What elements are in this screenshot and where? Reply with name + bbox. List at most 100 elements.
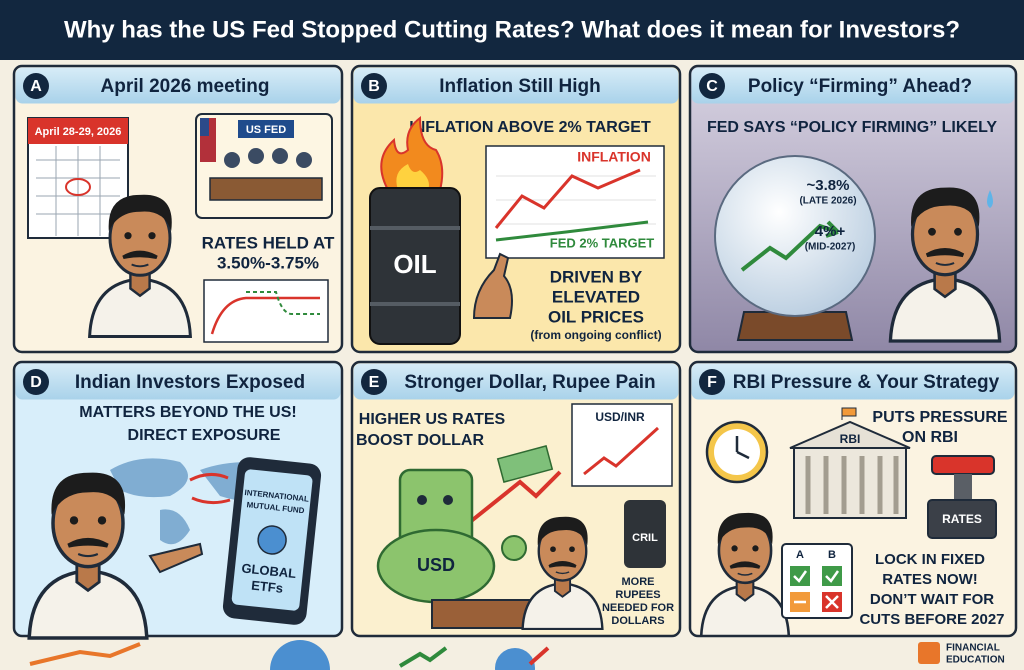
fed-sign (238, 120, 294, 138)
panel-title: RBI Pressure & Your Strategy (733, 372, 1000, 393)
panel-badge (699, 73, 725, 99)
panel-headline: BOOST DOLLAR (356, 432, 484, 449)
footer-decoration: FINANCIAL EDUCATION (29, 640, 1005, 670)
calendar-date: April 28-29, 2026 (35, 126, 122, 138)
caption-line: RATES NOW! (882, 571, 978, 588)
caption-line: 3.50%-3.75% (217, 253, 319, 272)
panel-a: A April 2026 meeting April 28-29, 2026 U… (12, 64, 344, 354)
series-label: FED 2% TARGET (550, 235, 655, 250)
panel-title: Policy “Firming” Ahead? (748, 76, 972, 97)
eye (443, 495, 453, 505)
caption-line: RUPEES (615, 589, 660, 601)
officials (224, 148, 312, 168)
forecast-when: (MID-2027) (805, 242, 856, 253)
calendar-circle (65, 178, 91, 196)
meeting-table (209, 177, 323, 201)
barrel-label: OIL (393, 249, 436, 279)
fx-line (583, 426, 660, 476)
panel-headline: INFLATION ABOVE 2% TARGET (409, 119, 651, 136)
dollar-bill (496, 445, 554, 483)
panel-letter: E (369, 374, 380, 391)
flag (841, 407, 857, 420)
check-box (822, 566, 842, 586)
eye (417, 495, 427, 505)
panel-badge (23, 73, 49, 99)
inflation-line (494, 168, 641, 229)
rate-line (210, 296, 320, 335)
panel-headline: FED SAYS “POLICY FIRMING” LIKELY (707, 119, 997, 136)
oil-barrel (624, 500, 666, 568)
official (272, 148, 288, 164)
caption-line: CUTS BEFORE 2027 (859, 611, 1004, 628)
panel-f: F RBI Pressure & Your Strategy PUTS PRES… (688, 360, 1018, 638)
panel-header (353, 67, 679, 104)
panel-header (353, 363, 679, 400)
crystal-ball (714, 155, 876, 317)
phone-text: ETFs (251, 578, 284, 596)
check-box (790, 566, 810, 586)
mini-chart (203, 279, 329, 343)
target-line (495, 220, 649, 242)
caption-line: DOLLARS (611, 615, 664, 627)
panel-c: C Policy “Firming” Ahead? FED SAYS “POLI… (688, 64, 1018, 354)
caption-line: DON’T WAIT FOR (870, 591, 994, 608)
building (793, 447, 907, 519)
trend-arrow (528, 646, 550, 666)
official (248, 148, 264, 164)
barrel-label: CRIL (632, 532, 658, 544)
button-stem (954, 474, 972, 500)
building-label: RBI (840, 432, 861, 446)
caption-note: (from ongoing conflict) (530, 328, 661, 342)
panel-badge (361, 369, 387, 395)
button-label: RATES (942, 512, 982, 526)
panel-badge (699, 369, 725, 395)
panel-headline: MATTERS BEYOND THE US! (79, 404, 296, 421)
rates-button (931, 455, 995, 475)
panel-header (691, 67, 1015, 104)
panel-d: D Indian Investors Exposed MATTERS BEYON… (12, 360, 344, 638)
official (224, 152, 240, 168)
arrow-head (825, 220, 840, 238)
brand-text: FINANCIAL (946, 643, 1000, 654)
columns (805, 456, 899, 514)
panel-title: April 2026 meeting (101, 76, 270, 97)
globe (270, 640, 330, 670)
panel-header (15, 363, 341, 400)
fed-sign-text: US FED (246, 124, 286, 136)
flame-core (396, 164, 429, 190)
forecast-value: ~3.8% (807, 177, 850, 194)
panel-letter: A (30, 78, 42, 95)
caption-line: OIL PRICES (548, 307, 644, 326)
trend-arrow (398, 646, 448, 668)
official (296, 152, 312, 168)
option-label: B (828, 549, 836, 561)
panel-headline: HIGHER US RATES (359, 411, 506, 428)
panel-b: B Inflation Still High INFLATION ABOVE 2… (350, 64, 682, 354)
usd-label: USD (417, 555, 455, 575)
button-base (927, 499, 997, 539)
panel-badge (23, 369, 49, 395)
panel-badge (361, 73, 387, 99)
projection-line (246, 291, 320, 315)
flag-canton (200, 118, 209, 136)
caption-line: ELEVATED (552, 287, 640, 306)
arm-wrestle-grip (501, 535, 527, 561)
globe-icon (257, 525, 287, 555)
title-bar (0, 0, 1024, 60)
globe (495, 648, 535, 670)
box-symbols (793, 570, 840, 609)
panel-headline: DIRECT EXPOSURE (128, 427, 281, 444)
pointing-hand (472, 252, 513, 319)
panel-title: Inflation Still High (439, 76, 600, 97)
panel-e: E Stronger Dollar, Rupee Pain HIGHER US … (350, 360, 682, 638)
panel-letter: D (30, 374, 42, 391)
page-title: Why has the US Fed Stopped Cutting Rates… (64, 16, 960, 43)
forecast-when: (LATE 2026) (799, 196, 856, 207)
option-label: A (796, 549, 804, 561)
forecast-value: 4%+ (815, 223, 846, 240)
caption-line: LOCK IN FIXED (875, 551, 985, 568)
series-label: INFLATION (577, 149, 651, 165)
pointing-hand (148, 542, 204, 574)
